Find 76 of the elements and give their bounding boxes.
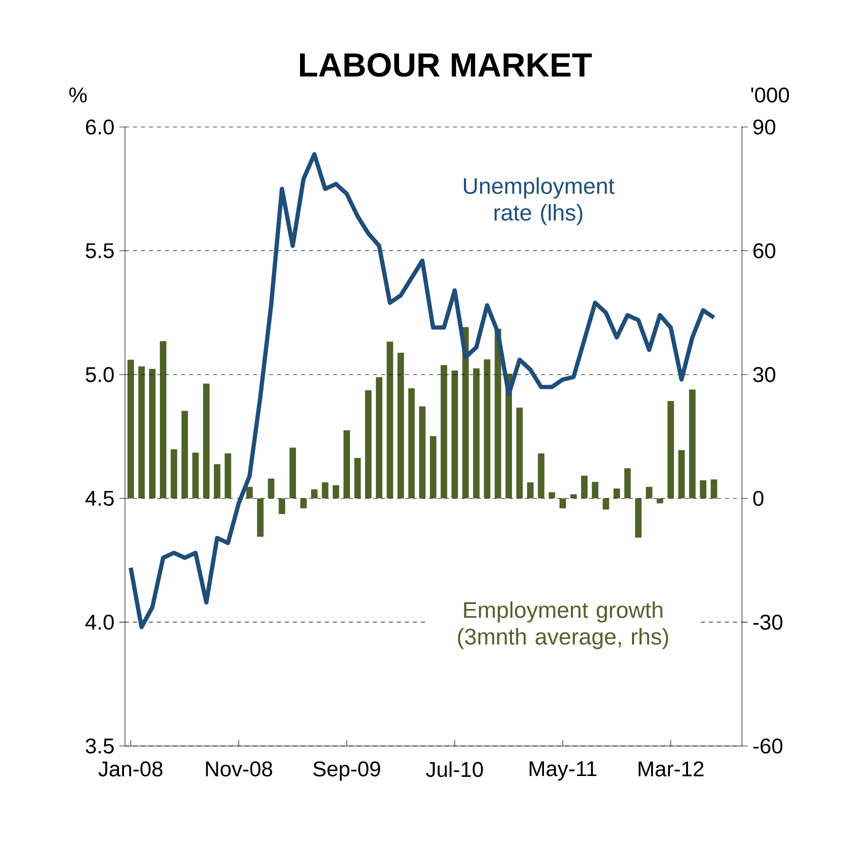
bar — [462, 327, 469, 498]
y2-tick-label: 30 — [753, 367, 776, 382]
text: Employment growth (3mnth average, rhs) — [458, 601, 668, 650]
y-tick-label: 3.5 — [86, 738, 114, 754]
y2-tick-label: 90 — [753, 119, 776, 135]
x-tick-label: Jul-10 — [426, 761, 483, 778]
bar — [289, 448, 296, 498]
bar — [419, 406, 426, 498]
bar — [268, 478, 274, 498]
bar — [689, 389, 696, 498]
bar — [451, 370, 458, 498]
y2-tick-label: -60 — [753, 738, 782, 754]
y2-tick-label: 60 — [753, 243, 776, 258]
bar — [149, 368, 156, 498]
bar — [473, 368, 480, 498]
y2-tick-label: 0 — [753, 490, 764, 506]
bar — [181, 410, 188, 498]
bar — [203, 384, 210, 498]
y-tick-label: 5.5 — [86, 243, 114, 258]
bar — [516, 408, 523, 498]
y-axis-title: % — [69, 88, 87, 102]
bar — [397, 352, 404, 498]
bar — [170, 449, 178, 498]
bar — [386, 342, 394, 498]
bar — [710, 479, 718, 498]
bar — [127, 360, 134, 498]
bar — [354, 458, 361, 498]
bar — [376, 377, 382, 498]
y-tick-label: 4.5 — [85, 490, 114, 506]
bar — [570, 494, 577, 498]
bar — [332, 485, 340, 498]
bar — [311, 489, 318, 498]
x-tick-label: Jan-08 — [98, 761, 162, 776]
bar — [592, 482, 598, 498]
bar — [613, 488, 620, 498]
bar — [538, 453, 544, 498]
bar — [300, 498, 307, 508]
bar — [678, 450, 685, 498]
bar — [322, 482, 328, 498]
bar — [343, 430, 350, 498]
x-tick-label: May-11 — [530, 761, 596, 780]
bar — [667, 401, 674, 498]
y2-axis-title: '000 — [751, 87, 789, 103]
bar — [160, 341, 166, 498]
bar — [581, 476, 588, 498]
bar — [246, 486, 253, 498]
bar — [408, 388, 415, 498]
y-tick-label: 4.0 — [85, 614, 114, 630]
bar — [257, 498, 264, 537]
bar — [440, 365, 448, 498]
bar — [527, 482, 534, 498]
x-tick-label: Nov-08 — [206, 761, 272, 776]
bar — [635, 498, 642, 538]
x-tick-label: Sep-09 — [313, 761, 380, 781]
bar — [602, 498, 610, 510]
bar — [624, 468, 631, 498]
bar — [559, 498, 566, 508]
bar — [365, 390, 372, 498]
bar — [494, 328, 502, 498]
bar — [278, 498, 286, 514]
y-tick-label: 5.0 — [86, 367, 114, 382]
bar — [430, 436, 436, 498]
x-tick-label: Mar-12 — [638, 761, 704, 776]
y2-tick-label: -30 — [753, 614, 782, 630]
bar — [700, 480, 706, 498]
bar — [192, 452, 199, 498]
bar — [656, 498, 664, 504]
bar — [548, 492, 556, 498]
bar — [646, 486, 652, 498]
chart-title: LABOUR MARKET — [300, 53, 592, 77]
bar — [138, 366, 145, 498]
text: Unemployment rate (lhs) — [464, 177, 614, 226]
y-tick-label: 6.0 — [86, 119, 114, 135]
bar — [484, 359, 490, 498]
bar — [224, 453, 232, 498]
bar — [214, 464, 220, 498]
